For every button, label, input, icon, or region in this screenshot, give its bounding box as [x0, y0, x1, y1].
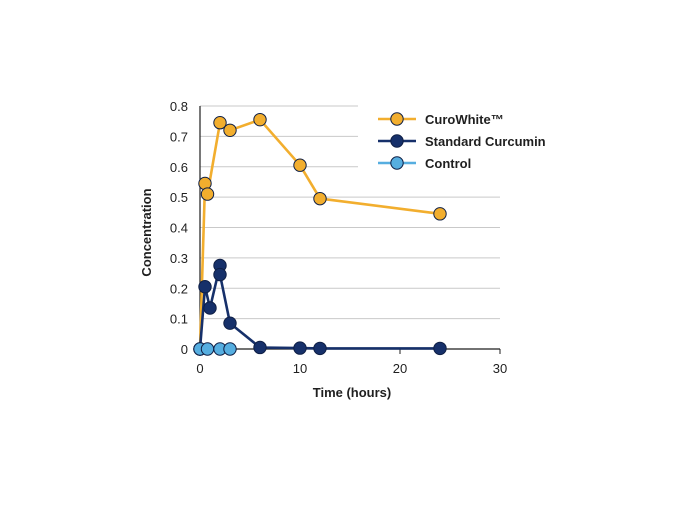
y-tick-label-7: 0.7 — [170, 129, 188, 144]
legend-marker-2 — [390, 156, 404, 170]
y-tick-label-6: 0.6 — [170, 160, 188, 175]
series-line-1 — [198, 264, 440, 350]
data-point-0-3 — [213, 116, 227, 130]
data-point-0-8 — [433, 207, 447, 221]
legend-label-0: CuroWhite™ — [425, 112, 504, 127]
y-axis-title: Concentration — [139, 188, 154, 276]
series-group — [193, 112, 447, 356]
data-point-0-5 — [253, 112, 267, 127]
data-point-1-9 — [433, 341, 447, 356]
data-point-0-6 — [293, 158, 307, 172]
data-point-1-6 — [253, 340, 267, 355]
y-tick-label-3: 0.3 — [170, 251, 188, 266]
data-point-2-3 — [223, 342, 237, 356]
series-0 — [193, 112, 447, 356]
data-point-1-7 — [293, 341, 307, 355]
data-point-1-2 — [203, 301, 217, 315]
series-2 — [193, 342, 237, 356]
x-axis-title: Time (hours) — [313, 385, 392, 400]
legend: CuroWhite™ Standard Curcumin Control — [378, 112, 546, 171]
series-1 — [193, 258, 447, 356]
data-point-0-7 — [313, 191, 327, 206]
tick-labels: 0 10 20 30 0 0.1 0.2 0.3 0.4 0.5 0.6 0.7 0.8 — [170, 99, 507, 376]
x-tick-label-1: 10 — [293, 361, 307, 376]
legend-label-2: Control — [425, 156, 471, 171]
y-tick-label-0: 0 — [181, 342, 188, 357]
data-point-1-8 — [313, 341, 327, 356]
legend-label-1: Standard Curcumin — [425, 134, 546, 149]
legend-marker-1 — [390, 134, 404, 148]
data-point-1-1 — [198, 280, 212, 294]
y-tick-label-1: 0.1 — [170, 312, 188, 327]
data-point-2-1 — [200, 342, 215, 356]
x-tick-label-2: 20 — [393, 361, 407, 376]
series-line-0 — [198, 118, 441, 350]
y-tick-label-8: 0.8 — [170, 99, 188, 114]
y-tick-label-2: 0.2 — [170, 281, 188, 296]
legend-marker-0 — [390, 112, 404, 126]
y-tick-label-5: 0.5 — [170, 190, 188, 205]
data-point-0-2 — [200, 187, 215, 201]
data-point-1-5 — [223, 316, 237, 330]
data-point-1-4 — [213, 267, 227, 282]
x-tick-label-0: 0 — [196, 361, 203, 376]
x-tick-label-3: 30 — [493, 361, 507, 376]
data-point-0-4 — [223, 123, 237, 138]
grid-lines — [200, 105, 500, 320]
y-tick-label-4: 0.4 — [170, 221, 188, 236]
